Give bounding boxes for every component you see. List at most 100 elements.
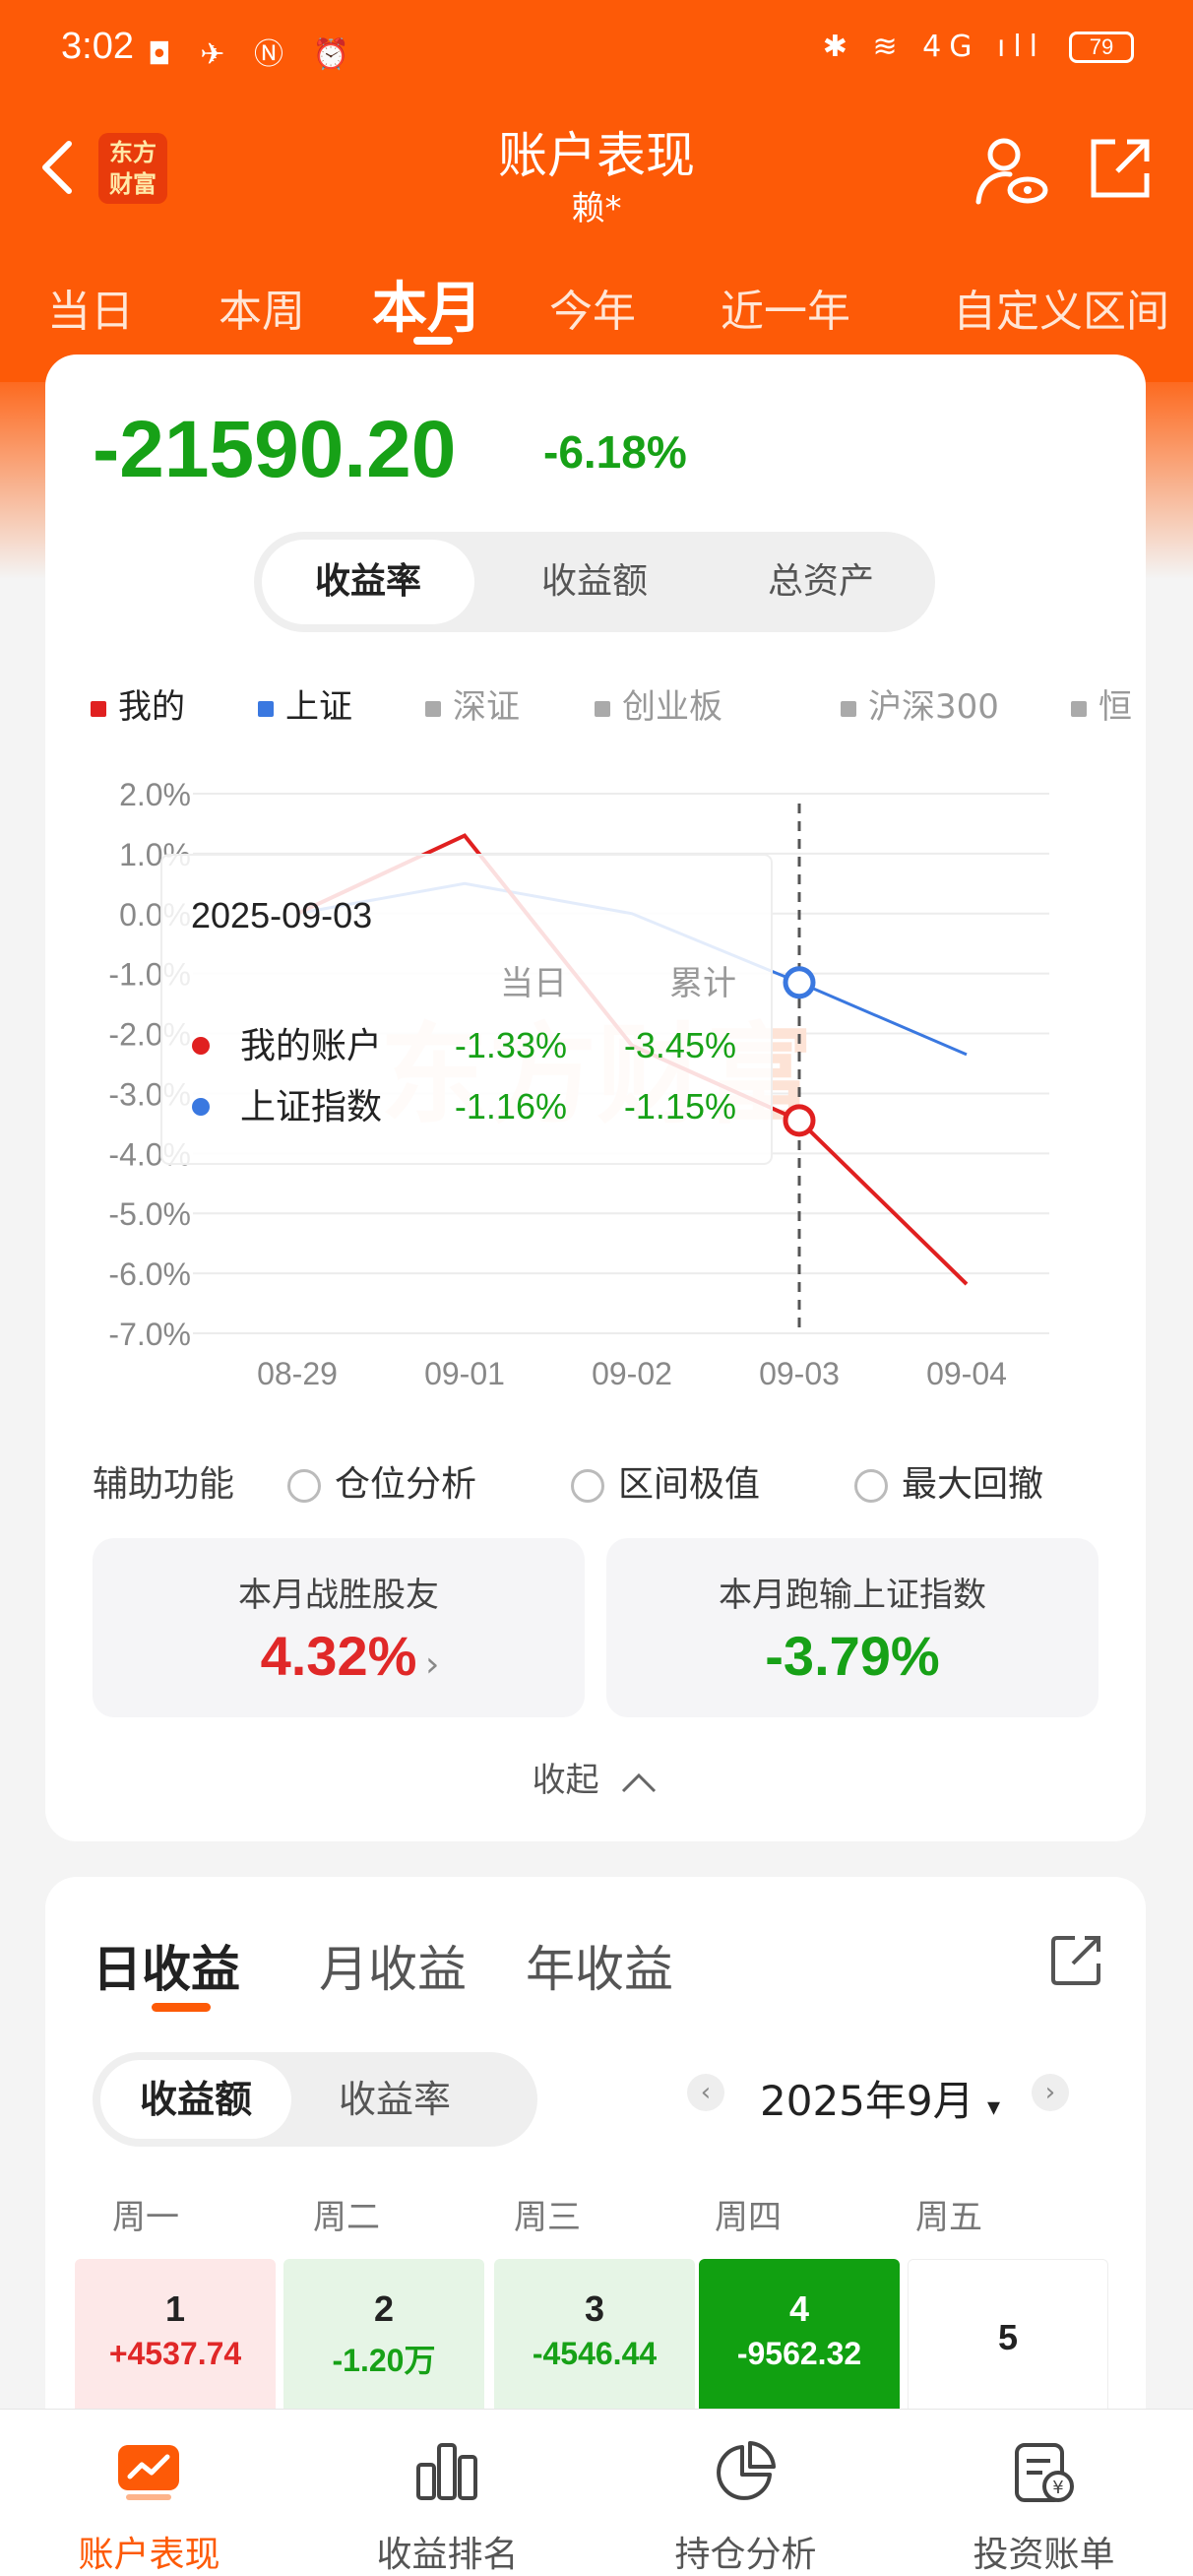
- profit-metric-segment: 收益额 收益率: [93, 2052, 537, 2147]
- tab-yearly-profit[interactable]: 年收益: [526, 1941, 673, 1998]
- legend-hs300[interactable]: 沪深300: [841, 679, 999, 728]
- day-cell[interactable]: 2 -1.20万: [283, 2259, 484, 2416]
- battery-icon: 79: [1069, 32, 1134, 63]
- user-view-icon[interactable]: [974, 133, 1049, 208]
- stat-label: 本月跑输上证指数: [719, 1576, 986, 1615]
- radio-icon: [854, 1469, 888, 1503]
- chart-legend: 我的 上证 深证 创业板 沪深300 恒: [91, 679, 1134, 739]
- x-tick-label: 09-03: [759, 1356, 840, 1391]
- bottom-nav: 账户表现 收益排名 持仓分析 ¥ 投资账单: [0, 2409, 1193, 2576]
- legend-gem[interactable]: 创业板: [595, 679, 722, 728]
- notification-icons: ◘ ✈ Ⓝ ⏰: [148, 37, 359, 72]
- pie-chart-icon: [717, 2441, 776, 2500]
- tab-today[interactable]: 当日: [47, 287, 134, 337]
- tooltip-dot: [192, 1037, 210, 1055]
- day-cell[interactable]: 4 -9562.32: [699, 2259, 900, 2416]
- y-tick-label: -6.0%: [108, 1256, 191, 1292]
- tooltip-date: 2025-09-03: [191, 895, 372, 935]
- caret-down-icon: ▾: [986, 2093, 1001, 2122]
- nav-holding-analysis[interactable]: 持仓分析: [596, 2410, 895, 2576]
- segment-profit-amount[interactable]: 收益额: [100, 2060, 291, 2139]
- tooltip-dot: [192, 1098, 210, 1116]
- tab-month[interactable]: 本月: [372, 277, 482, 341]
- segment-return-amount[interactable]: 收益额: [540, 561, 648, 602]
- tab-last-year[interactable]: 近一年: [721, 287, 850, 337]
- bar-chart-icon: [416, 2443, 477, 2500]
- legend-sh[interactable]: 上证: [258, 679, 352, 728]
- radio-icon: [287, 1469, 321, 1503]
- y-tick-label: -7.0%: [108, 1317, 191, 1352]
- next-month-icon[interactable]: ›: [1032, 2074, 1069, 2111]
- stat-value: 4.32%: [260, 1625, 417, 1687]
- nav-investment-bill[interactable]: ¥ 投资账单: [895, 2410, 1193, 2576]
- option-range-extremes[interactable]: 区间极值: [571, 1455, 760, 1507]
- period-tabs: 当日 本周 本月 今年 近一年 自定义区间: [0, 256, 1193, 354]
- performance-card: -21590.20 -6.18% 收益率 收益额 总资产 我的 上证 深证 创业…: [45, 354, 1146, 1841]
- stat-vs-index: 本月跑输上证指数 -3.79%: [606, 1538, 1099, 1717]
- bill-icon: ¥: [1015, 2443, 1074, 2502]
- highlight-point: [783, 966, 816, 999]
- weekday-label: 周三: [514, 2198, 581, 2237]
- tab-year[interactable]: 今年: [549, 287, 636, 337]
- chevron-right-icon: ›: [425, 1644, 440, 1685]
- y-tick-label: -5.0%: [108, 1196, 191, 1232]
- highlight-point: [783, 1104, 816, 1137]
- day-cell[interactable]: 5: [908, 2259, 1108, 2416]
- legend-hk[interactable]: 恒: [1071, 679, 1132, 728]
- nav-account-performance[interactable]: 账户表现: [0, 2410, 298, 2576]
- collapse-button[interactable]: 收起: [45, 1753, 1146, 1801]
- tooltip-cumulative-value: -3.45%: [624, 1025, 736, 1065]
- chevron-up-icon: [622, 1772, 657, 1792]
- x-tick-label: 08-29: [257, 1356, 338, 1391]
- tooltip-col-daily: 当日: [500, 964, 567, 1003]
- nav-profit-ranking[interactable]: 收益排名: [298, 2410, 596, 2576]
- stat-label: 本月战胜股友: [238, 1576, 439, 1615]
- return-chart[interactable]: 2.0%1.0%0.0%-1.0%-2.0%-3.0%-4.0%-5.0%-6.…: [45, 758, 1146, 1743]
- day-cell[interactable]: 3 -4546.44: [494, 2259, 695, 2416]
- tab-indicator: [413, 337, 453, 345]
- tooltip-row-label: 我的账户: [240, 1026, 382, 1066]
- back-arrow-icon[interactable]: [37, 138, 77, 197]
- stat-value: -3.79%: [765, 1625, 940, 1687]
- option-position-analysis[interactable]: 仓位分析: [287, 1455, 476, 1507]
- tooltip-row-label: 上证指数: [240, 1087, 382, 1127]
- share-icon[interactable]: [1088, 136, 1153, 201]
- option-max-drawdown[interactable]: 最大回撤: [854, 1455, 1043, 1507]
- page-title: 账户表现: [498, 127, 695, 184]
- month-selector[interactable]: 2025年9月 ▾: [760, 2077, 1001, 2125]
- x-tick-label: 09-01: [424, 1356, 505, 1391]
- profit-amount: -21590.20: [93, 405, 457, 494]
- tab-custom-range[interactable]: 自定义区间: [953, 287, 1169, 337]
- tab-daily-profit[interactable]: 日收益: [93, 1941, 240, 1998]
- day-cell[interactable]: 1 +4537.74: [75, 2259, 276, 2416]
- segment-total-assets[interactable]: 总资产: [767, 561, 874, 602]
- tooltip-daily-value: -1.16%: [455, 1086, 567, 1127]
- weekday-label: 周二: [313, 2198, 380, 2237]
- segment-return-rate[interactable]: 收益率: [262, 540, 474, 624]
- logo-line1: 东方: [109, 139, 157, 166]
- profit-tab-indicator: [152, 2003, 211, 2012]
- legend-mine[interactable]: 我的: [91, 679, 185, 728]
- tooltip-col-cumulative: 累计: [669, 964, 736, 1003]
- metric-segment: 收益率 收益额 总资产: [254, 532, 935, 632]
- weekday-label: 周五: [915, 2198, 982, 2237]
- tab-monthly-profit[interactable]: 月收益: [319, 1941, 467, 1998]
- account-name: 赖*: [571, 189, 622, 228]
- weekday-label: 周一: [112, 2198, 179, 2237]
- tab-week[interactable]: 本周: [219, 287, 305, 337]
- logo-line2: 财富: [109, 170, 157, 198]
- tooltip-box: [160, 854, 773, 1165]
- app-header: 3:02 ◘ ✈ Ⓝ ⏰ ✱ ≋ 4G ıll 79 东方 财富 账户表现 赖*…: [0, 0, 1193, 382]
- export-icon[interactable]: [1049, 1932, 1104, 1987]
- svg-text:¥: ¥: [1052, 2478, 1063, 2498]
- status-time: 3:02: [61, 26, 134, 67]
- prev-month-icon[interactable]: ‹: [687, 2074, 724, 2111]
- radio-icon: [571, 1469, 604, 1503]
- segment-profit-rate[interactable]: 收益率: [338, 2078, 451, 2121]
- eastmoney-logo: 东方 财富: [98, 133, 167, 204]
- weekday-label: 周四: [715, 2198, 782, 2237]
- profit-percent: -6.18%: [543, 426, 687, 478]
- legend-sz[interactable]: 深证: [425, 679, 520, 728]
- stat-beat-friends[interactable]: 本月战胜股友 4.32% ›: [93, 1538, 585, 1717]
